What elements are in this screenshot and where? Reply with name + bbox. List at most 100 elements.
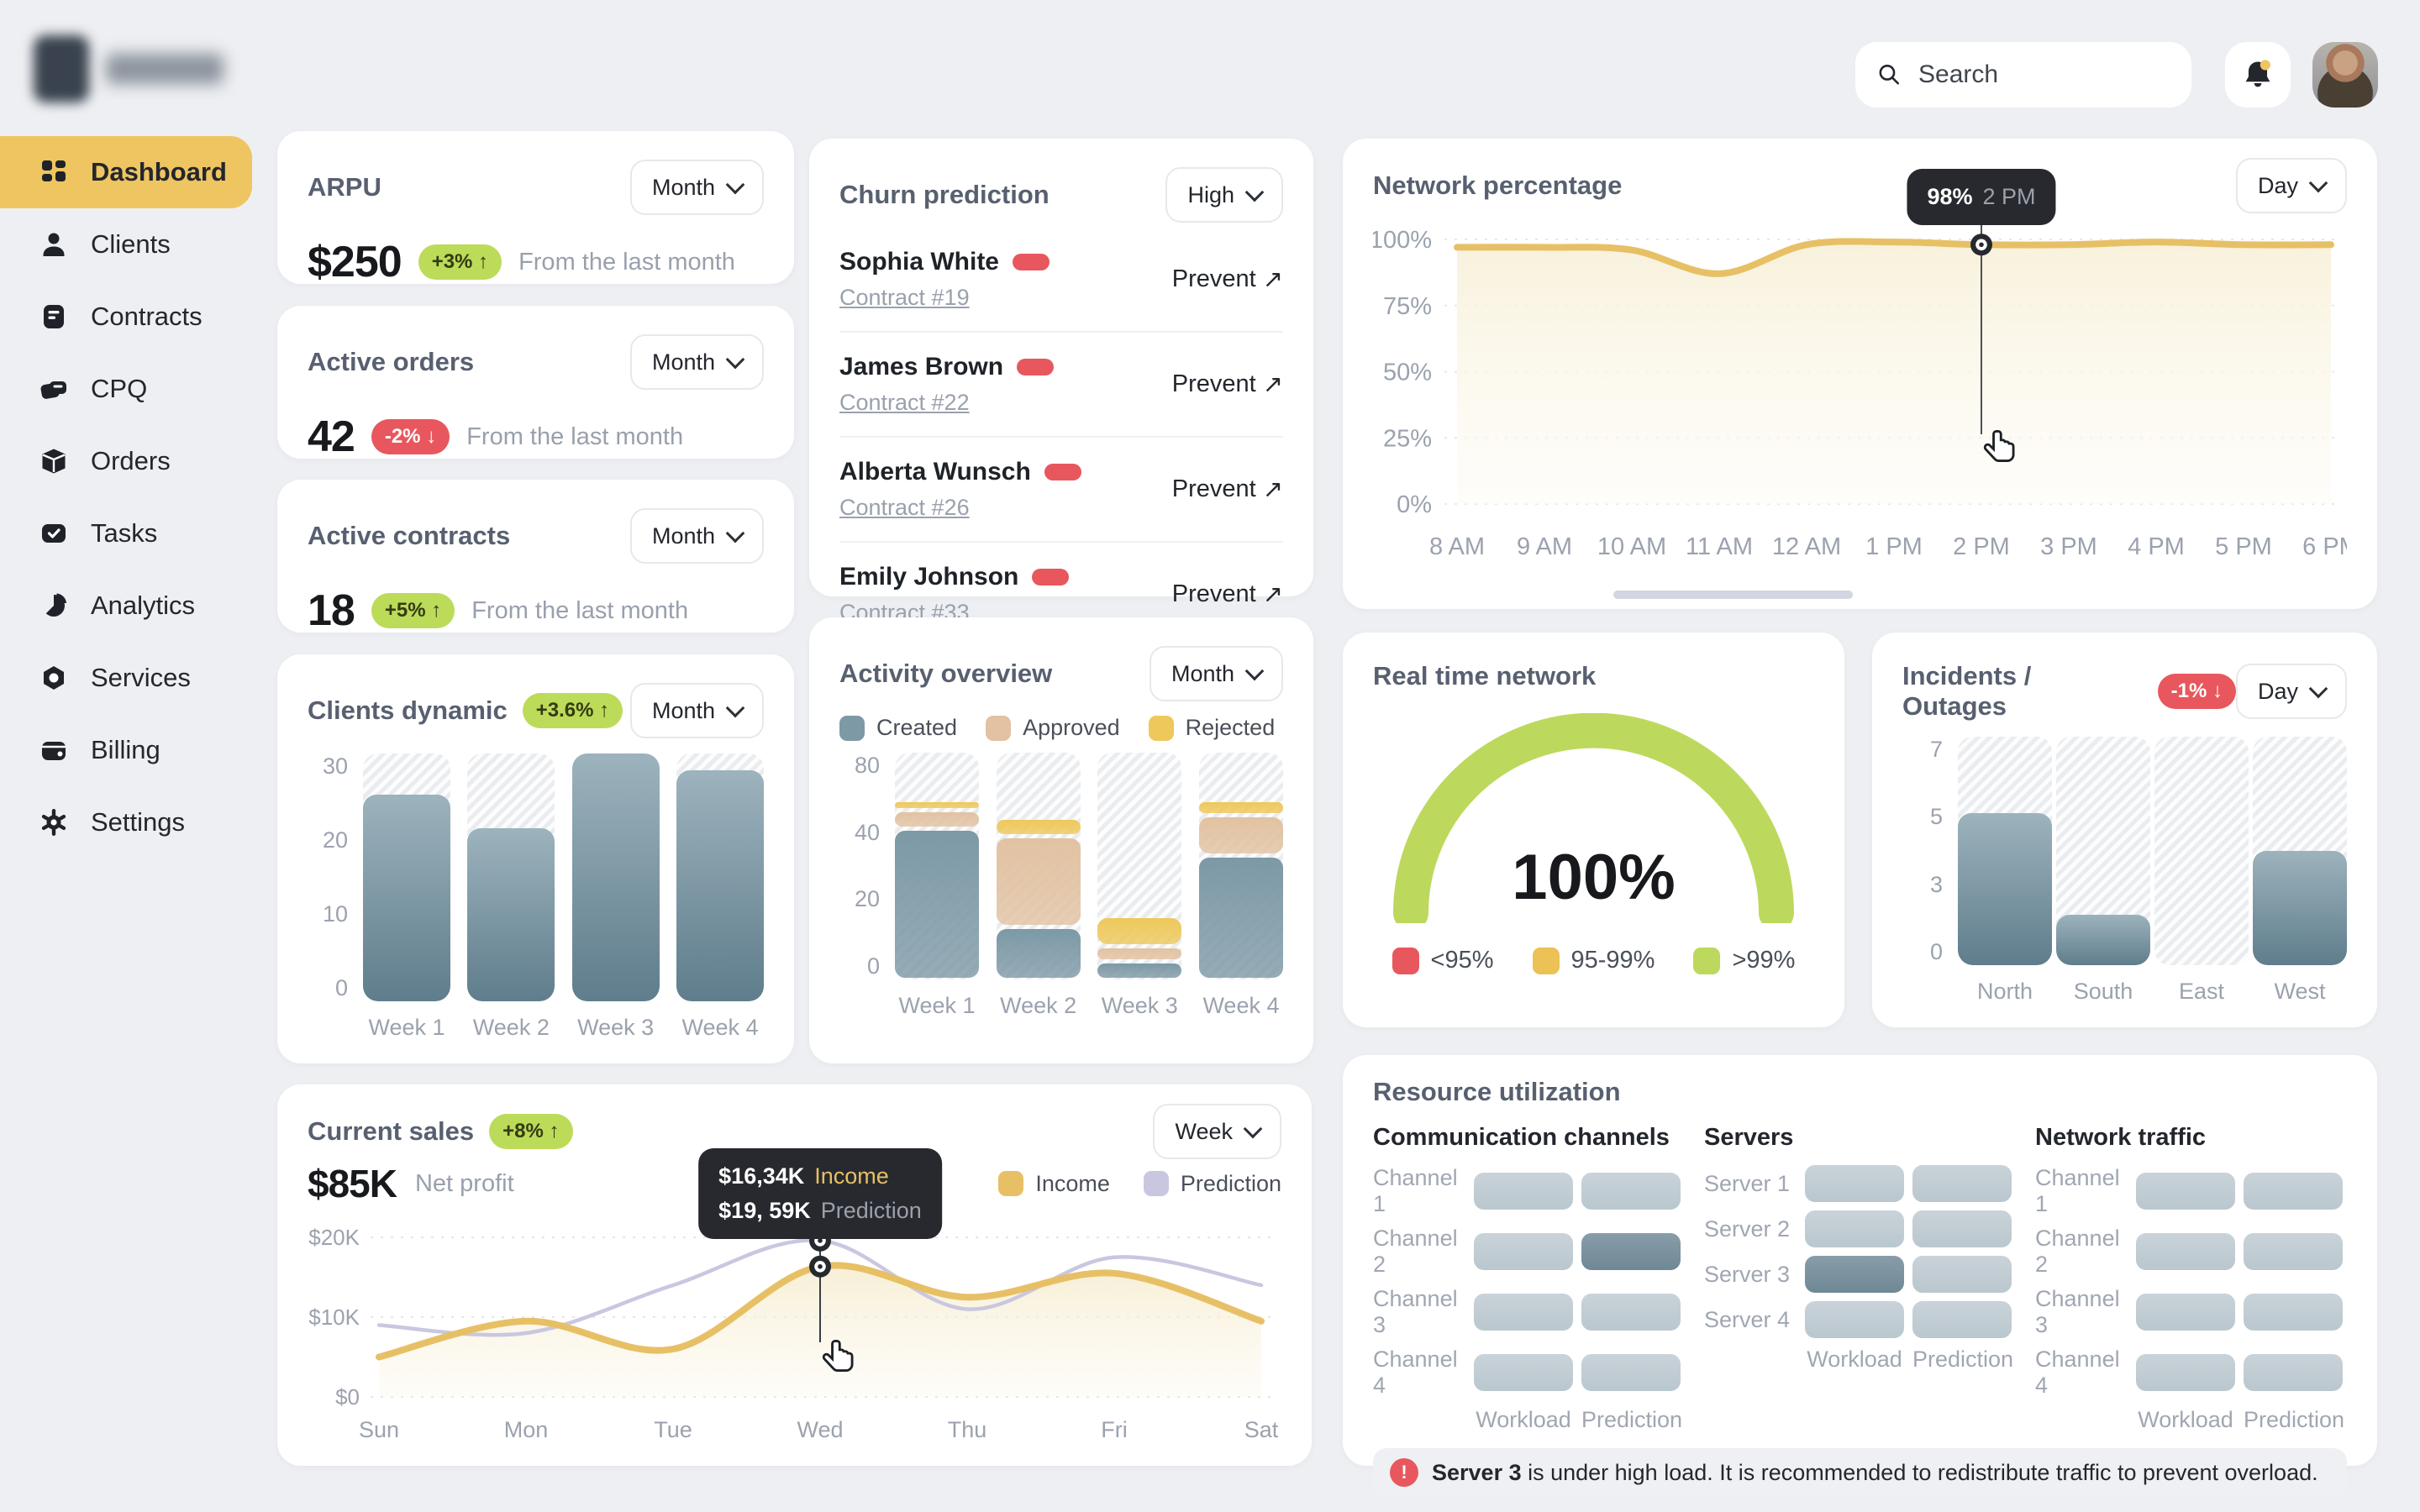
period-dropdown[interactable]: Month (1149, 646, 1283, 701)
chevron-down-icon (725, 523, 745, 543)
bar-south: South (2056, 737, 2150, 1005)
resource-row: Channel 2 (2035, 1226, 2343, 1278)
period-dropdown[interactable]: Day (2235, 664, 2347, 719)
horizontal-scrollbar[interactable] (1613, 591, 1853, 599)
net-profit-label: Net profit (414, 1169, 514, 1197)
y-tick-label: 0 (334, 975, 348, 1000)
segment-approved (996, 838, 1081, 925)
network-gauge (1393, 713, 1794, 923)
prevent-button[interactable]: Prevent ↗ (1171, 265, 1283, 293)
activity-chart: 80 40 20 0 Week 1 Week 2 Week 3 Week 4 (839, 753, 1283, 1019)
sidebar-item-tasks[interactable]: Tasks (0, 497, 252, 570)
x-tick-label: Week 1 (368, 1015, 445, 1040)
sidebar-item-analytics[interactable]: Analytics (0, 570, 252, 642)
segment-rejected (895, 802, 979, 808)
card-title: ARPU (308, 172, 381, 202)
x-tick-label: Week 4 (681, 1015, 759, 1040)
high-risk-pill (1017, 359, 1055, 375)
gauge-value: 100% (1512, 842, 1676, 913)
analytics-icon (45, 593, 66, 617)
stacked-bar-week-3: Week 3 (1097, 753, 1182, 1019)
card-resource-utilization: Resource utilization Communication chann… (1343, 1055, 2377, 1497)
prevent-button[interactable]: Prevent ↗ (1171, 370, 1283, 398)
contract-link[interactable]: Contract #22 (839, 390, 970, 415)
utilization-cell (2136, 1233, 2235, 1270)
period-dropdown[interactable]: Day (2235, 158, 2347, 213)
period-dropdown[interactable]: Month (629, 683, 764, 738)
divider (839, 436, 1283, 438)
segment-rejected (1198, 802, 1283, 814)
trend-badge: -1% ↓ (2157, 674, 2236, 709)
utilization-cell (1912, 1165, 2012, 1202)
sidebar-item-dashboard[interactable]: Dashboard (0, 136, 252, 208)
sidebar-item-clients[interactable]: Clients (0, 208, 252, 281)
utilization-cell (2136, 1173, 2235, 1210)
resource-row: Channel 1 (1373, 1165, 1681, 1217)
sidebar-item-contracts[interactable]: Contracts (0, 281, 252, 353)
utilization-cell (2244, 1233, 2343, 1270)
resource-row-label: Channel 2 (2035, 1226, 2120, 1277)
resource-row: Server 1 (1704, 1165, 2012, 1202)
legend-item: 95-99% (1532, 947, 1655, 974)
period-dropdown[interactable]: Month (629, 334, 764, 390)
search-input[interactable] (1917, 60, 2170, 90)
legend-item-rejected: Rejected (1148, 715, 1275, 741)
chevron-down-icon (1244, 661, 1265, 680)
card-title: Incidents / Outages (1902, 661, 2032, 721)
svg-text:2 PM: 2 PM (1953, 533, 2010, 560)
contract-link[interactable]: Contract #26 (839, 495, 970, 520)
bell-icon (2245, 60, 2270, 87)
svg-text:6 PM: 6 PM (2302, 533, 2347, 560)
utilization-cell (1581, 1173, 1681, 1210)
sidebar-item-label: Billing (91, 735, 160, 764)
utilization-cell (1912, 1301, 2012, 1338)
user-avatar[interactable] (2312, 42, 2378, 108)
tasks-icon (42, 524, 66, 543)
contracts-icon (44, 305, 64, 328)
svg-text:$10K: $10K (308, 1305, 360, 1330)
sidebar-item-services[interactable]: Services (0, 642, 252, 714)
utilization-cell-high (1581, 1233, 1681, 1270)
sidebar-item-billing[interactable]: Billing (0, 714, 252, 786)
prevent-button[interactable]: Prevent ↗ (1171, 580, 1283, 608)
chevron-down-icon (725, 175, 745, 194)
sidebar-nav: Dashboard Clients Contracts CPQ Orders T… (0, 136, 252, 858)
kpi-value: $250 (308, 238, 402, 286)
period-dropdown[interactable]: Month (629, 508, 764, 564)
prevent-button[interactable]: Prevent ↗ (1171, 475, 1283, 503)
period-dropdown[interactable]: Month (629, 160, 764, 215)
column-label: Workload (1807, 1347, 1902, 1372)
sidebar-item-settings[interactable]: Settings (0, 786, 252, 858)
divider (839, 331, 1283, 333)
arrow-up-right-icon: ↗ (1262, 371, 1283, 398)
legend-item-income: Income (998, 1171, 1110, 1197)
search-bar[interactable] (1855, 42, 2191, 108)
clients-dynamic-chart: 30 20 10 0 Week 1 Week 2 Week 3 Week 4 (308, 753, 764, 1041)
svg-text:100%: 100% (1373, 227, 1432, 254)
period-dropdown[interactable]: Week (1153, 1104, 1281, 1159)
resource-row: Server 3 (1704, 1256, 2012, 1293)
legend-swatch (839, 715, 865, 741)
card-title: Current sales (308, 1116, 475, 1146)
kpi-note: From the last month (466, 423, 684, 450)
risk-level-dropdown[interactable]: High (1165, 167, 1283, 223)
app-logo (34, 35, 224, 102)
legend-swatch (1143, 1171, 1169, 1196)
legend-item-approved: Approved (986, 715, 1120, 741)
activity-legend: Created Approved Rejected (839, 715, 1283, 741)
churn-row: Sophia White Contract #19 Prevent ↗ (839, 228, 1283, 331)
svg-text:Sun: Sun (359, 1417, 399, 1442)
resource-row: Channel 3 (1373, 1286, 1681, 1338)
x-tick-label: Week 4 (1202, 993, 1280, 1018)
high-risk-pill (1032, 569, 1070, 585)
notifications-button[interactable] (2225, 42, 2291, 108)
utilization-cell (1581, 1354, 1681, 1391)
card-active-contracts: Active contracts Month 18 +5% ↑ From the… (277, 480, 794, 635)
svg-text:4 PM: 4 PM (2128, 533, 2185, 560)
sidebar-item-orders[interactable]: Orders (0, 425, 252, 497)
resource-group: Network traffic Channel 1 Channel 2 Channel… (2035, 1124, 2344, 1433)
kpi-value: 18 (308, 586, 355, 635)
sidebar-item-label: Settings (91, 807, 186, 837)
sidebar-item-cpq[interactable]: CPQ (0, 353, 252, 425)
contract-link[interactable]: Contract #19 (839, 285, 970, 310)
